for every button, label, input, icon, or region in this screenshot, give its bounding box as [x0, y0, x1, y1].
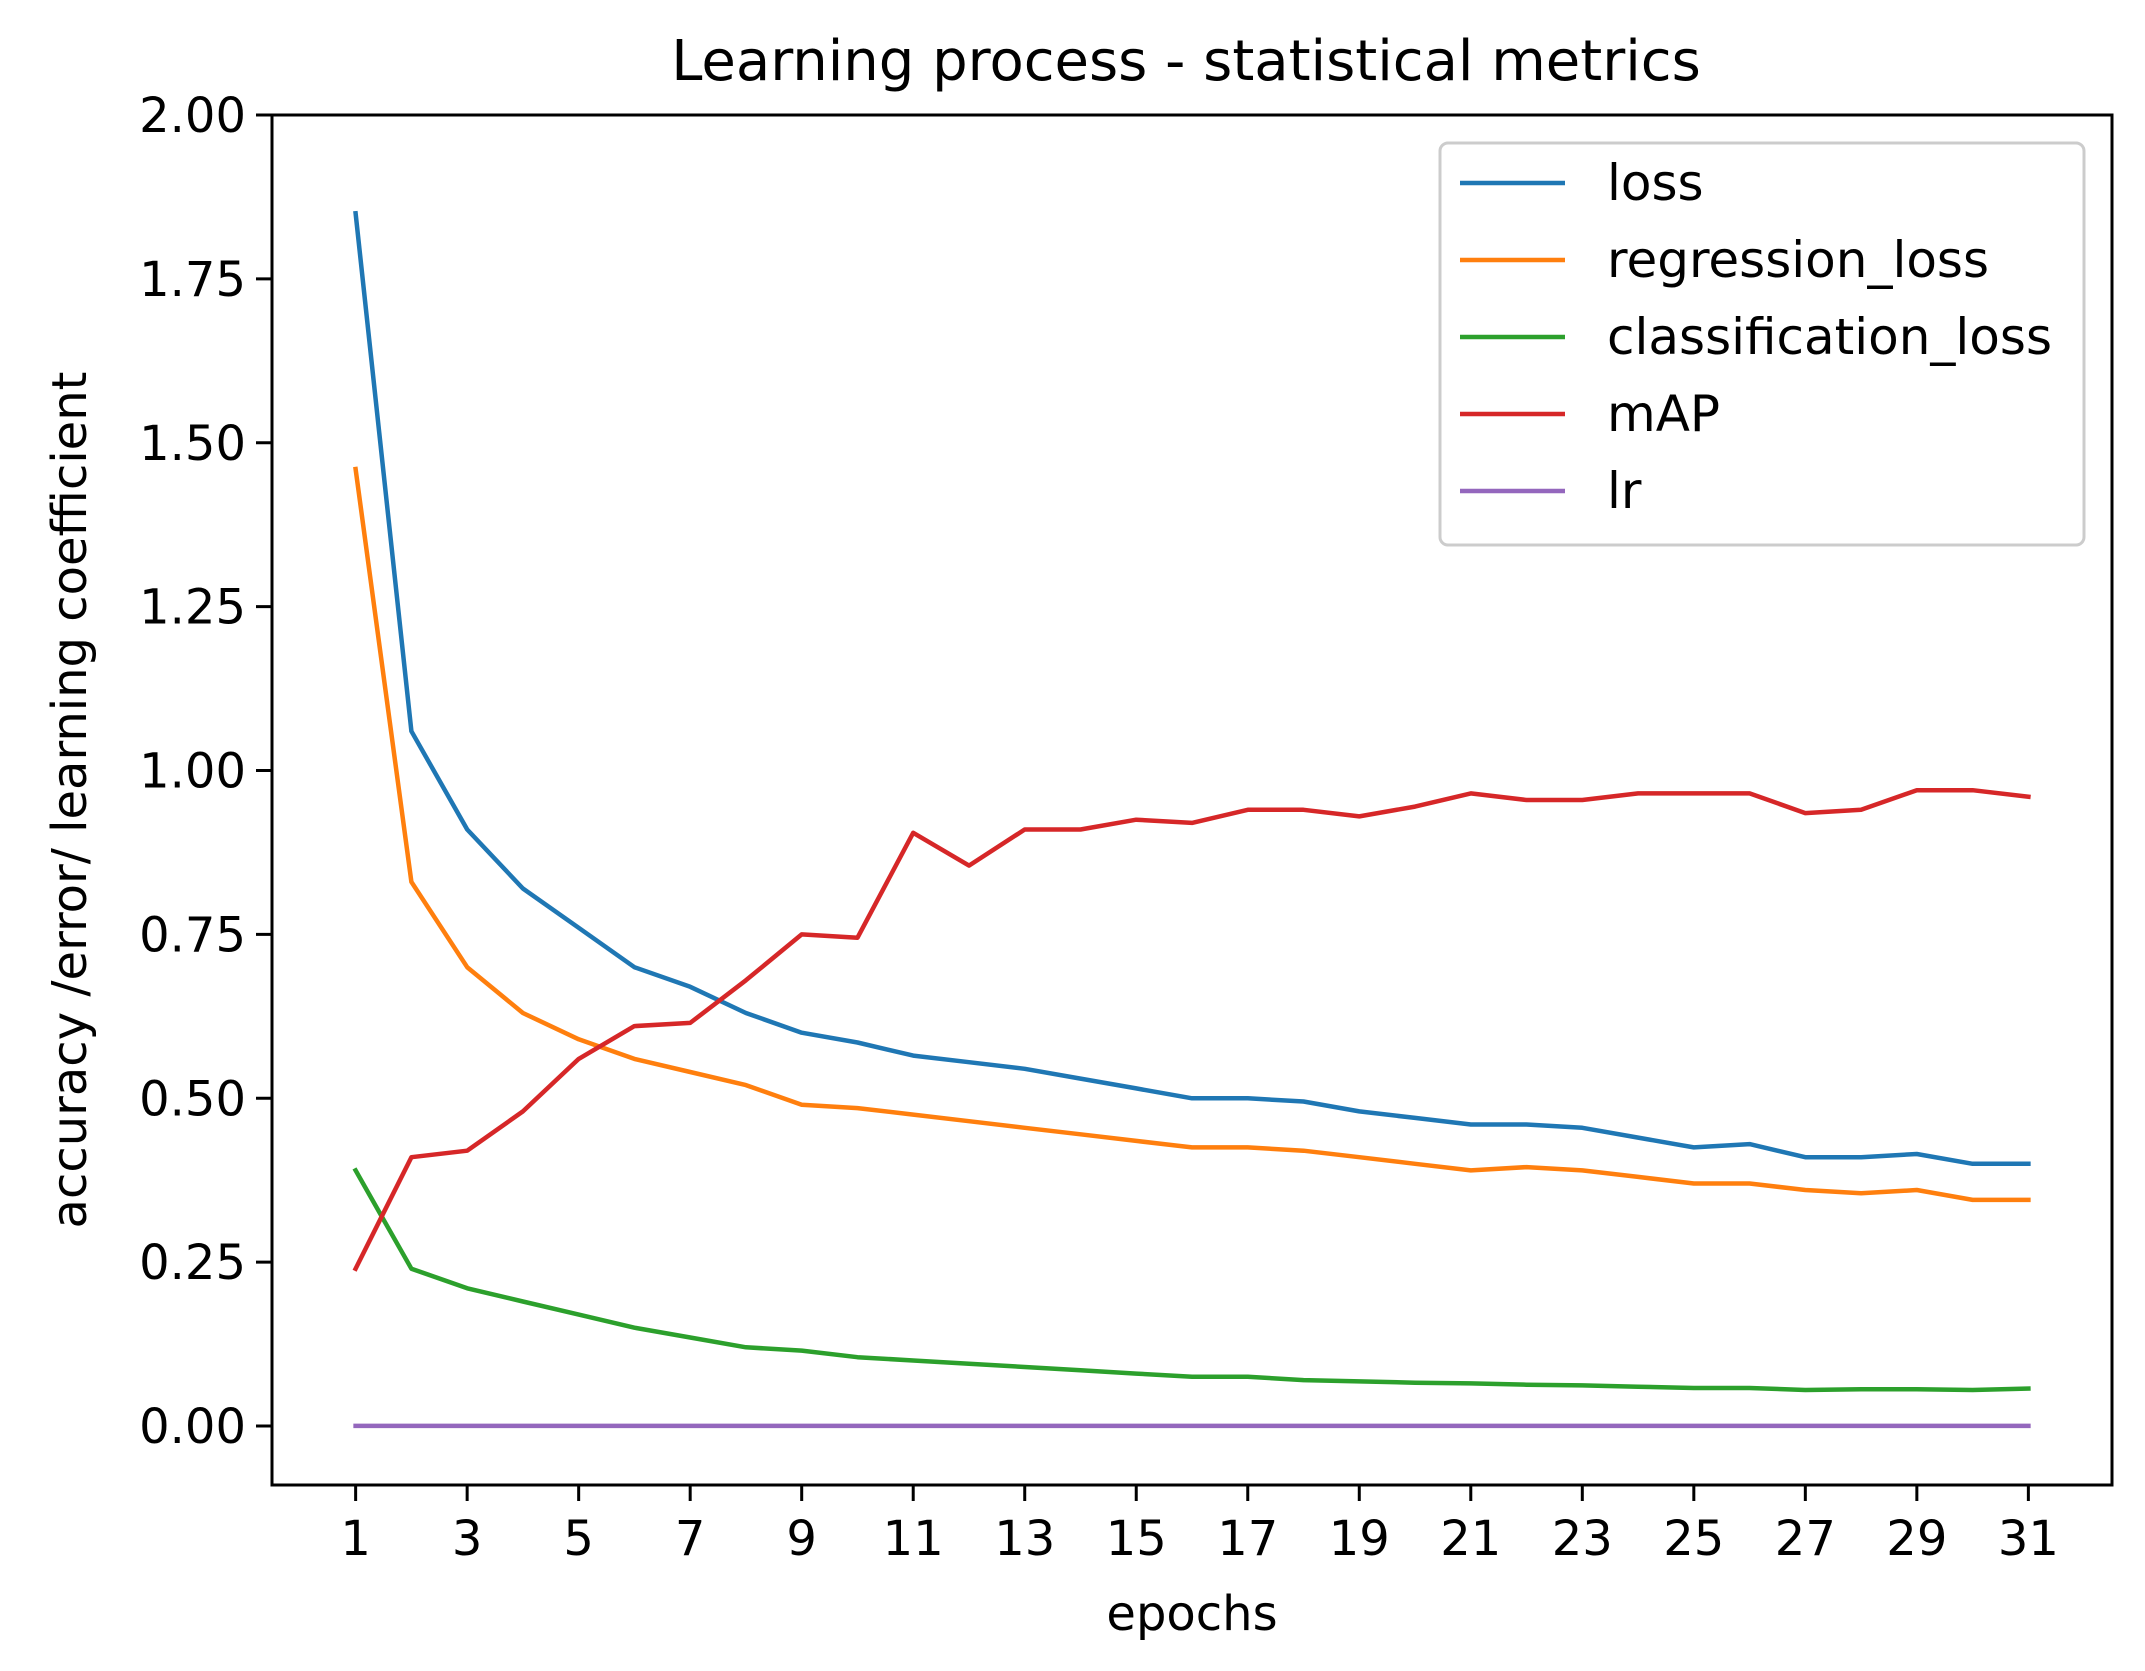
series-lines: [352, 210, 2031, 1429]
x-axis-ticks: 1 3 5 7 9 11 13 15 17 19 21 23 25 27 29 31: [340, 1485, 2059, 1567]
y-tick-label: 1.00: [139, 744, 246, 800]
legend: loss regression_loss classification_loss mA…: [1438, 141, 2086, 547]
y-tick-label: 1.75: [139, 252, 246, 308]
x-tick-label: 27: [1775, 1511, 1836, 1567]
x-tick-label: 29: [1886, 1511, 1947, 1567]
y-tick-label: 0.00: [139, 1399, 246, 1455]
x-tick-label: 25: [1663, 1511, 1724, 1567]
legend-label-lr: lr: [1607, 462, 1642, 520]
series-line-mAP: [352, 787, 2031, 1272]
series-line-loss: [353, 210, 2031, 1167]
x-tick-label: 5: [563, 1511, 594, 1567]
legend-box: [1438, 141, 2086, 547]
x-tick-label: 11: [883, 1511, 944, 1567]
x-axis-label: epochs: [1106, 1586, 1277, 1642]
x-tick-label: 13: [994, 1511, 1055, 1567]
y-tick-label: 2.00: [139, 88, 246, 144]
y-tick-label: 0.75: [139, 907, 246, 963]
x-tick-label: 3: [452, 1511, 483, 1567]
x-tick-label: 31: [1998, 1511, 2059, 1567]
legend-label-regression-loss: regression_loss: [1607, 231, 1989, 289]
plot-frame: [270, 113, 2114, 1487]
x-tick-label: 1: [340, 1511, 371, 1567]
legend-label-loss: loss: [1607, 154, 1704, 212]
x-tick-label: 7: [675, 1511, 706, 1567]
x-tick-label: 21: [1440, 1511, 1501, 1567]
x-tick-label: 17: [1217, 1511, 1278, 1567]
legend-label-mAP: mAP: [1607, 385, 1720, 443]
y-tick-label: 1.25: [139, 580, 246, 636]
y-axis-ticks: 0.00 0.25 0.50 0.75 1.00 1.25 1.50 1.75 2.00: [139, 88, 272, 1455]
chart-title: Learning process - statistical metrics: [671, 29, 1701, 94]
y-axis-label: accuracy /error/ learning coefficient: [42, 372, 98, 1229]
series-line-regression-loss: [353, 466, 2031, 1203]
y-tick-label: 0.25: [139, 1235, 246, 1291]
x-tick-label: 19: [1329, 1511, 1390, 1567]
y-tick-label: 0.50: [139, 1071, 246, 1127]
x-tick-label: 15: [1106, 1511, 1167, 1567]
x-tick-label: 9: [786, 1511, 817, 1567]
series-line-classification-loss: [352, 1167, 2031, 1393]
legend-label-classification-loss: classification_loss: [1607, 308, 2052, 366]
x-tick-label: 23: [1552, 1511, 1613, 1567]
y-tick-label: 1.50: [139, 416, 246, 472]
